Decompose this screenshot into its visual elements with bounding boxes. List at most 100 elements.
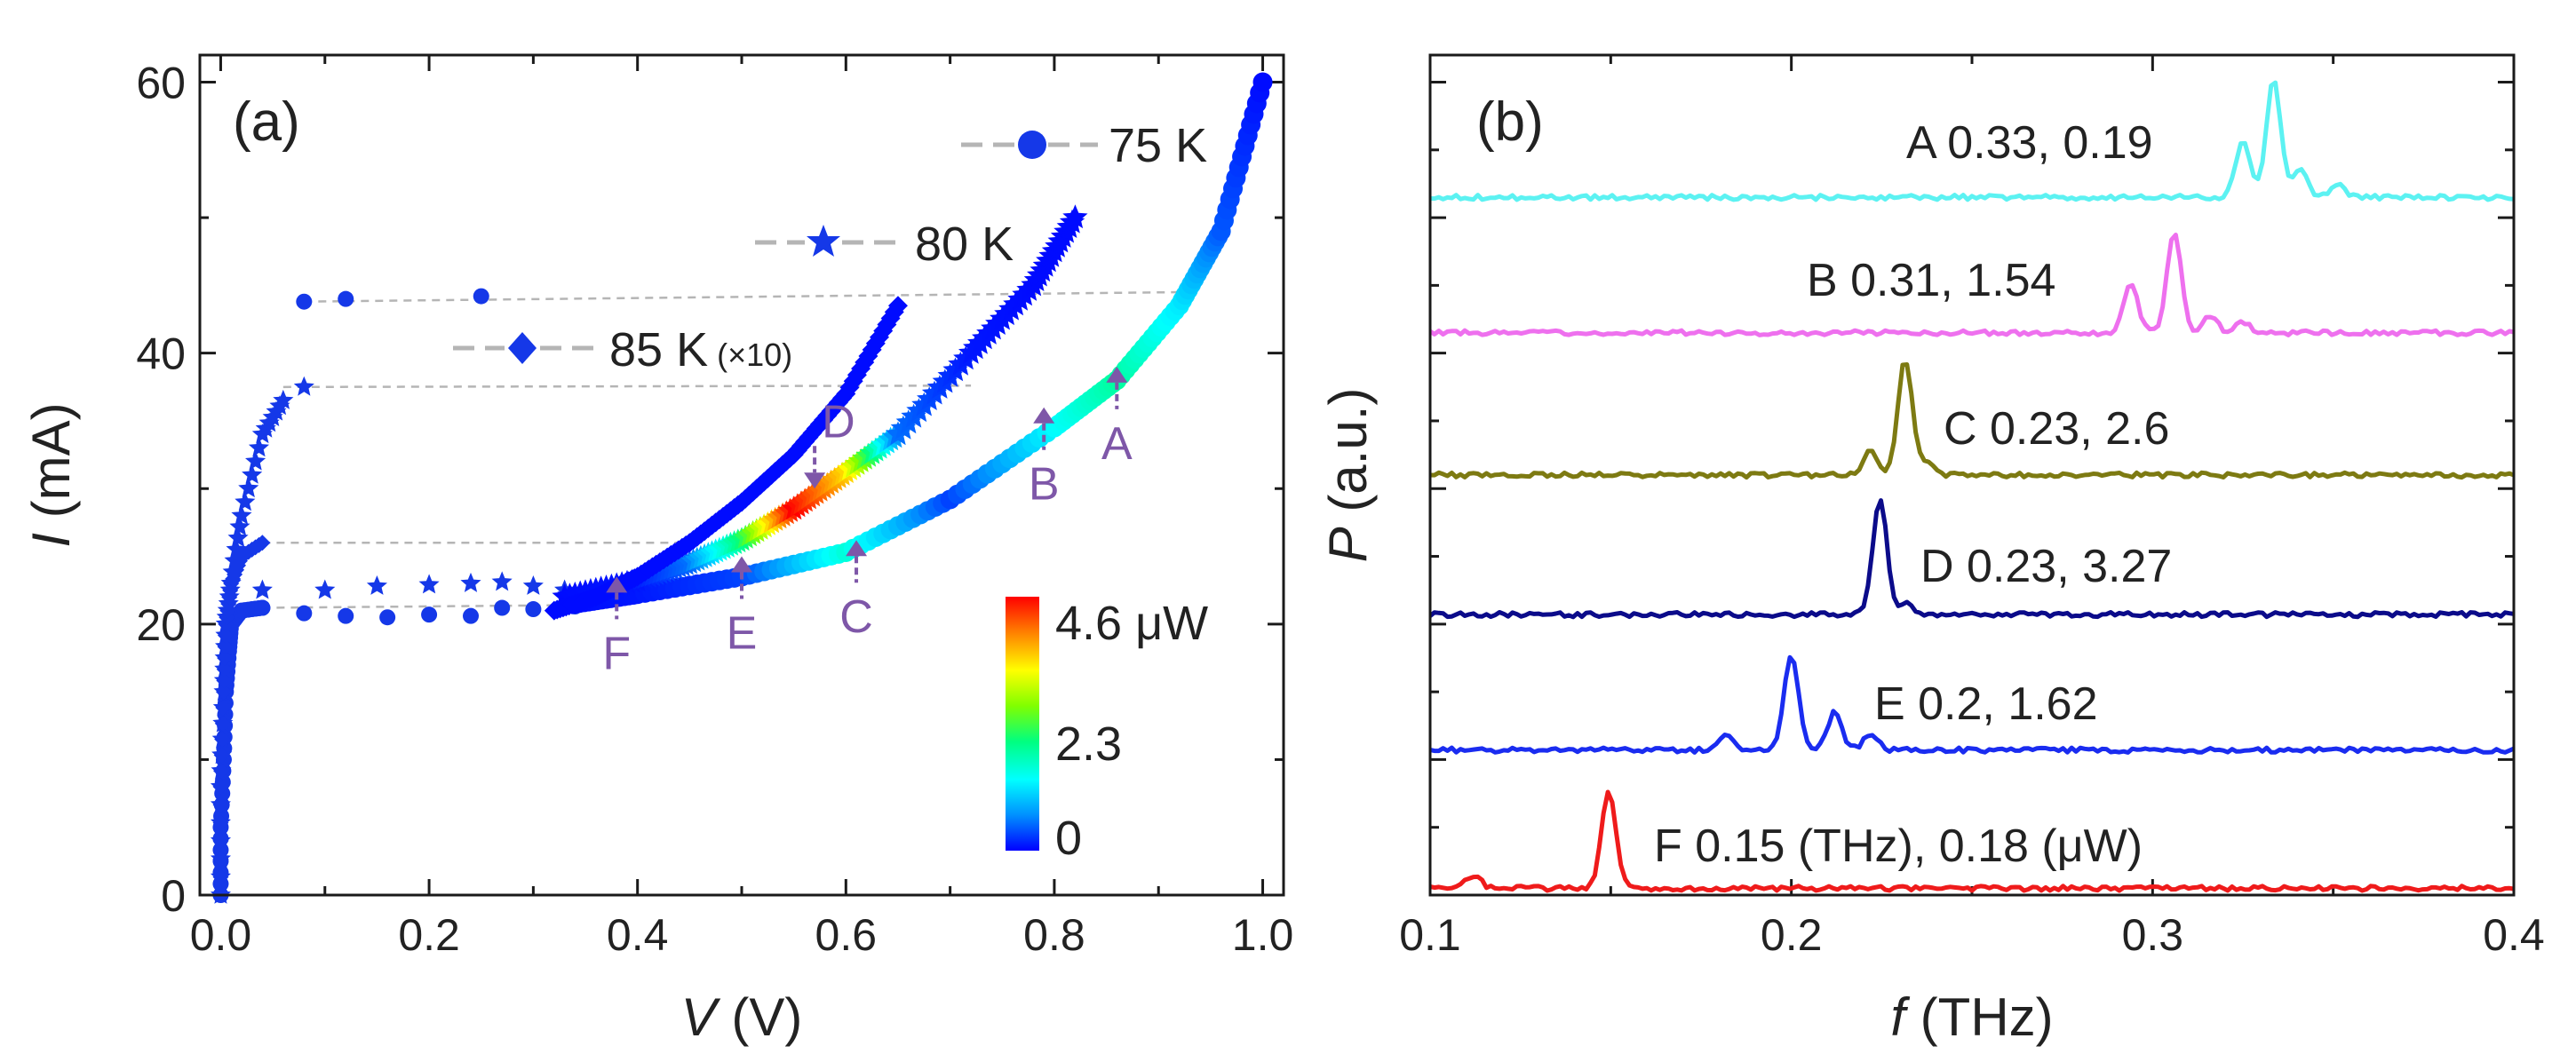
marker-85k-vertical bbox=[214, 731, 231, 748]
annotation-d: D bbox=[804, 396, 855, 489]
x-tick-label: 0.0 bbox=[190, 910, 252, 960]
panel-a-annotations: AB C D E F bbox=[602, 366, 1133, 679]
power-colorbar: 4.6 μW 2.3 0 bbox=[1006, 597, 1208, 865]
spectrum-f-label: F 0.15 (THz), 0.18 (μW) bbox=[1654, 820, 2143, 872]
marker-80k-vertical bbox=[227, 527, 249, 547]
marker-85k-vertical bbox=[217, 627, 234, 644]
x-tick-label: 0.2 bbox=[398, 910, 460, 960]
marker-80k-return bbox=[1062, 204, 1088, 229]
marker-85k-vertical bbox=[216, 672, 233, 689]
marker-80k-vertical bbox=[238, 478, 259, 498]
marker-85k-vertical bbox=[214, 715, 231, 732]
legend-75k: 75 K bbox=[961, 119, 1207, 172]
marker-85k-vertical bbox=[216, 661, 233, 678]
marker-75k-low bbox=[494, 599, 511, 616]
annotation-label: A bbox=[1101, 418, 1133, 470]
marker-85k-vertical bbox=[212, 868, 229, 885]
spectrum-d-label: D 0.23, 3.27 bbox=[1920, 541, 2172, 592]
marker-80k-low bbox=[460, 572, 481, 592]
panel-b-label: (b) bbox=[1476, 91, 1544, 153]
panel-b-x-unit: (THz) bbox=[1905, 987, 2054, 1047]
marker-80k-vertical bbox=[245, 450, 266, 471]
x-tick-label: 0.1 bbox=[1399, 910, 1461, 960]
marker-85k-vertical bbox=[212, 851, 229, 868]
legend-85k-label: 85 K (×10) bbox=[609, 323, 792, 376]
legend-85k: 85 K (×10) bbox=[453, 323, 792, 376]
annotation-arrowhead bbox=[804, 472, 826, 489]
marker-80k-low bbox=[314, 579, 336, 599]
marker-85k-vertical bbox=[212, 814, 229, 831]
spectrum-e-line bbox=[1429, 654, 2515, 755]
annotation-c: C bbox=[839, 540, 873, 643]
marker-80k-vertical bbox=[231, 504, 252, 525]
panel-a-tick-labels: 0.0 0.2 0.4 0.6 0.8 1.0 0 20 40 60 bbox=[136, 59, 1293, 960]
marker-85k-vertical bbox=[212, 796, 229, 813]
marker-75k-low bbox=[254, 599, 271, 616]
marker-85k-vertical bbox=[213, 747, 230, 764]
marker-75k-jump bbox=[338, 290, 354, 307]
spectrum-b-line bbox=[1428, 233, 2515, 337]
panel-b-x-axis-label: f (THz) bbox=[1890, 987, 2053, 1047]
marker-75k-low bbox=[338, 607, 354, 624]
y-tick-label: 40 bbox=[136, 329, 186, 379]
annotation-e: E bbox=[727, 556, 758, 660]
panel-b-y-unit: (a.u.) bbox=[1318, 388, 1378, 527]
marker-80k-vertical bbox=[248, 437, 269, 457]
legend-85k-scale: (×10) bbox=[717, 337, 792, 373]
legend-85k-temp: 85 K bbox=[609, 323, 708, 376]
spectrum-e-label: E 0.2, 1.62 bbox=[1874, 678, 2098, 730]
y-tick-label: 0 bbox=[161, 871, 186, 921]
panel-a-iv-curves: 0.0 0.2 0.4 0.6 0.8 1.0 0 20 40 60 (a) V (V) I (m… bbox=[21, 53, 1293, 1047]
spectrum-a-label: A 0.33, 0.19 bbox=[1906, 117, 2153, 169]
panel-b-data bbox=[1428, 80, 2515, 893]
annotation-label: F bbox=[602, 628, 631, 679]
legend-80k-marker bbox=[807, 225, 840, 257]
panel-a-y-axis-label: I (mA) bbox=[21, 402, 81, 547]
annotation-a: A bbox=[1101, 366, 1133, 470]
annotation-label: E bbox=[727, 608, 758, 660]
annotation-arrowhead bbox=[606, 576, 628, 593]
marker-85k-vertical bbox=[217, 649, 234, 666]
marker-85k-vertical bbox=[213, 763, 230, 780]
annotation-arrowhead bbox=[1106, 366, 1128, 383]
colorbar-label-min: 0 bbox=[1055, 812, 1082, 865]
x-tick-label: 0.3 bbox=[2122, 910, 2184, 960]
legend-75k-label: 75 K bbox=[1109, 119, 1207, 172]
marker-85k-vertical bbox=[215, 684, 232, 701]
marker-85k-vertical bbox=[215, 699, 232, 716]
marker-80k-vertical bbox=[242, 464, 263, 484]
marker-75k-low bbox=[463, 607, 479, 624]
hysteresis-guide-line bbox=[282, 384, 972, 389]
annotation-f: F bbox=[602, 576, 631, 679]
marker-85k-vertical bbox=[254, 535, 271, 551]
legend-80k: 80 K bbox=[755, 218, 1014, 271]
marker-80k-low bbox=[418, 574, 440, 594]
colorbar-label-max: 4.6 μW bbox=[1055, 597, 1208, 650]
marker-75k-low bbox=[296, 605, 313, 622]
marker-85k-vertical bbox=[217, 638, 234, 655]
annotation-label: C bbox=[839, 591, 873, 643]
spectrum-a-line bbox=[1429, 80, 2515, 202]
panel-b-spectra: 0.1 0.2 0.3 0.4 (b) f (THz) P (a.u.) A 0.33… bbox=[1318, 53, 2545, 1047]
panel-a-data bbox=[210, 72, 1273, 904]
annotation-arrowhead bbox=[731, 556, 752, 573]
marker-80k-vertical bbox=[235, 491, 256, 511]
annotation-b: B bbox=[1029, 407, 1060, 511]
hysteresis-guide-line bbox=[262, 604, 576, 609]
annotation-arrowhead bbox=[1033, 407, 1055, 424]
colorbar-label-mid: 2.3 bbox=[1055, 717, 1122, 771]
marker-80k-low bbox=[366, 575, 387, 595]
hysteresis-guide-line bbox=[304, 290, 1180, 303]
panel-a-y-var: I bbox=[21, 533, 81, 548]
spectrum-f-line bbox=[1429, 789, 2515, 893]
spectrum-d-line bbox=[1428, 498, 2515, 620]
marker-75k-low bbox=[379, 609, 396, 626]
spectrum-c-line bbox=[1429, 362, 2515, 480]
annotation-label: B bbox=[1029, 459, 1060, 511]
annotation-arrowhead bbox=[846, 540, 868, 557]
marker-80k-low bbox=[522, 575, 544, 595]
marker-75k-low bbox=[421, 606, 438, 623]
x-tick-label: 0.6 bbox=[815, 910, 878, 960]
marker-75k-low bbox=[525, 601, 542, 618]
